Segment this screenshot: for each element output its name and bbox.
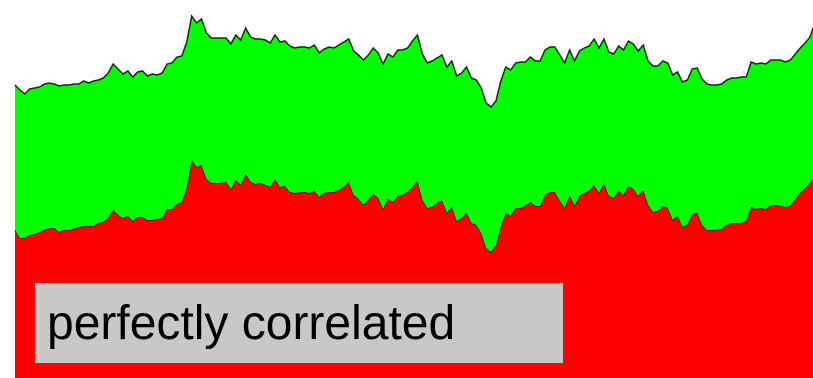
series-area-1 [15,16,813,252]
chart-label: perfectly correlated [47,296,456,350]
chart-label-box: perfectly correlated [35,283,563,363]
series-line-1 [14,14,813,109]
